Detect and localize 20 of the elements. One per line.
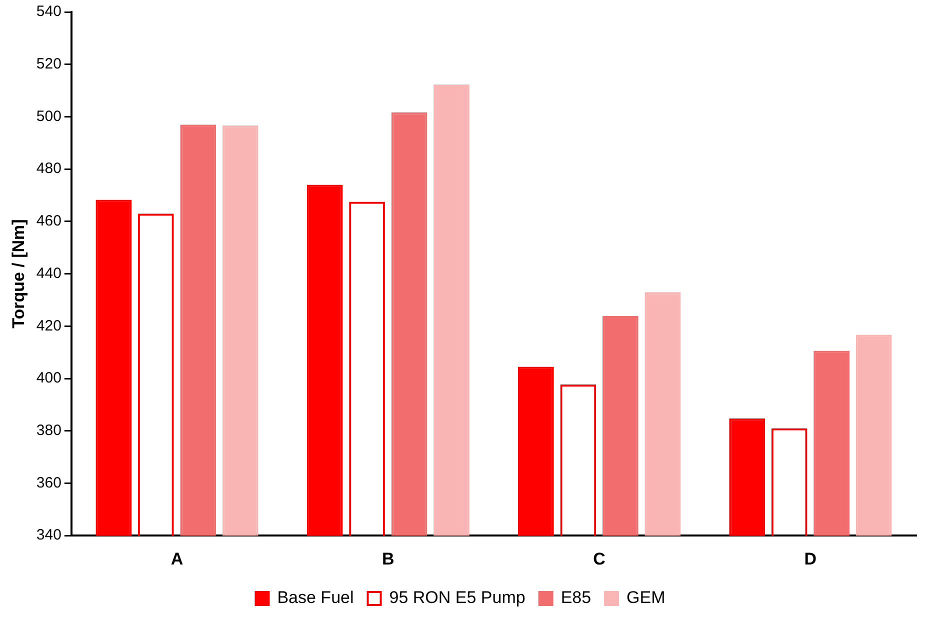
y-tick-label: 540 [36,3,62,20]
y-tick-label: 360 [36,474,62,492]
x-tick-label: C [593,549,606,568]
x-tick-label: D [804,549,817,568]
y-tick-label: 480 [36,160,62,178]
y-axis-title: Torque / [Nm] [8,219,28,328]
y-tick-label: 500 [36,108,62,125]
y-tick-label: 460 [36,212,62,230]
y-tick-label: 380 [36,422,62,440]
legend-label: Base Fuel [277,588,354,608]
legend-label: E85 [560,588,592,608]
y-tick-label: 420 [36,317,62,334]
y-tick-label: 520 [36,56,62,72]
y-tick-label: 440 [36,264,62,282]
x-tick-label: A [170,549,184,568]
y-tick-label: 400 [36,370,62,387]
legend-label: 95 RON E5 Pump [389,588,526,608]
x-tick-label: B [382,549,394,568]
y-tick-label: 340 [36,526,62,544]
legend-label: GEM [626,588,666,608]
